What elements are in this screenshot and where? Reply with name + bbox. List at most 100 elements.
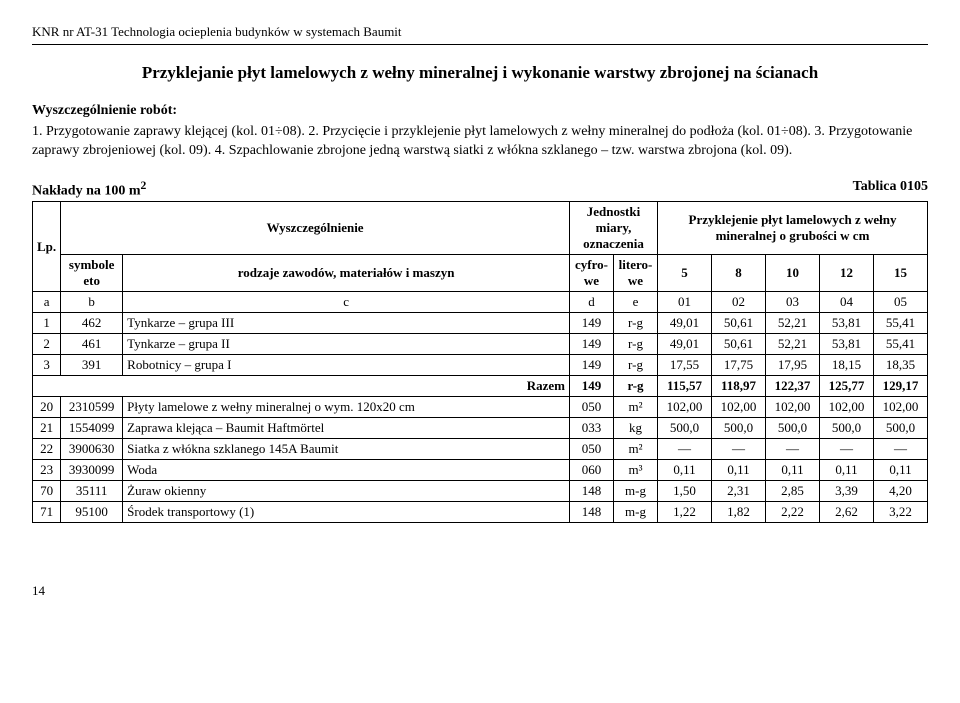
table-cell: 0,11 (820, 460, 874, 481)
table-row: 233930099Woda060m³0,110,110,110,110,11 (33, 460, 928, 481)
table-row: 223900630Siatka z włókna szklanego 145A … (33, 439, 928, 460)
table-cell: 102,00 (712, 397, 766, 418)
table-cell: 18,15 (820, 355, 874, 376)
letter-cell: 05 (874, 292, 928, 313)
table-cell: 2,62 (820, 502, 874, 523)
table-cell: — (820, 439, 874, 460)
table-cell: 500,0 (712, 418, 766, 439)
col-symbole: symbole eto (61, 255, 123, 292)
table-cell: r-g (614, 313, 658, 334)
table-cell: 53,81 (820, 313, 874, 334)
col-val: 15 (874, 255, 928, 292)
table-cell: Tynkarze – grupa III (123, 313, 570, 334)
table-row: 202310599Płyty lamelowe z wełny mineraln… (33, 397, 928, 418)
table-cell: — (766, 439, 820, 460)
table-cell: Płyty lamelowe z wełny mineralnej o wym.… (123, 397, 570, 418)
col-jednostki: Jednostki miary, oznaczenia (570, 202, 658, 255)
table-letter-row: a b c d e 01 02 03 04 05 (33, 292, 928, 313)
table-cell: m-g (614, 502, 658, 523)
table-cell: Robotnicy – grupa I (123, 355, 570, 376)
table-cell: 3900630 (61, 439, 123, 460)
table-cell: r-g (614, 334, 658, 355)
table-cell: 23 (33, 460, 61, 481)
letter-cell: b (61, 292, 123, 313)
table-cell: 102,00 (820, 397, 874, 418)
table-cell: 500,0 (766, 418, 820, 439)
table-cell: 500,0 (874, 418, 928, 439)
table-cell: 20 (33, 397, 61, 418)
table-cell: 1,82 (712, 502, 766, 523)
col-literowe: litero-we (614, 255, 658, 292)
col-val: 5 (658, 255, 712, 292)
table-cell: — (712, 439, 766, 460)
doc-header: KNR nr AT-31 Technologia ocieplenia budy… (32, 24, 928, 45)
table-cell: 050 (570, 439, 614, 460)
table-cell: 50,61 (712, 313, 766, 334)
table-cell: 50,61 (712, 334, 766, 355)
letter-cell: d (570, 292, 614, 313)
table-cell: 148 (570, 481, 614, 502)
razem-label: Razem (33, 376, 570, 397)
table-cell: r-g (614, 376, 658, 397)
col-wyszcz: Wyszczególnienie (61, 202, 570, 255)
table-cell: 1554099 (61, 418, 123, 439)
table-cell: 391 (61, 355, 123, 376)
table-cell: 22 (33, 439, 61, 460)
table-cell: Żuraw okienny (123, 481, 570, 502)
table-cell: 4,20 (874, 481, 928, 502)
table-cell: 17,75 (712, 355, 766, 376)
col-lp: Lp. (33, 202, 61, 292)
table-cell: 033 (570, 418, 614, 439)
table-cell: 129,17 (874, 376, 928, 397)
table-cell: 2,31 (712, 481, 766, 502)
col-rodzaje: rodzaje zawodów, materiałów i maszyn (123, 255, 570, 292)
table-cell: 55,41 (874, 313, 928, 334)
table-header-row: Lp. Wyszczególnienie Jednostki miary, oz… (33, 202, 928, 255)
table-cell: 52,21 (766, 334, 820, 355)
letter-cell: c (123, 292, 570, 313)
table-row: 211554099Zaprawa klejąca – Baumit Haftmö… (33, 418, 928, 439)
table-cell: 1,22 (658, 502, 712, 523)
table-cell: m² (614, 439, 658, 460)
table-cell: 2310599 (61, 397, 123, 418)
table-cell: 3,39 (820, 481, 874, 502)
data-table: Lp. Wyszczególnienie Jednostki miary, oz… (32, 201, 928, 523)
table-cell: 149 (570, 334, 614, 355)
table-cell: 35111 (61, 481, 123, 502)
table-cell: 149 (570, 313, 614, 334)
table-cell: 500,0 (658, 418, 712, 439)
table-cell: m-g (614, 481, 658, 502)
table-cell: 17,55 (658, 355, 712, 376)
table-cell: 122,37 (766, 376, 820, 397)
table-cell: Siatka z włókna szklanego 145A Baumit (123, 439, 570, 460)
table-cell: Zaprawa klejąca – Baumit Haftmörtel (123, 418, 570, 439)
table-cell: 102,00 (766, 397, 820, 418)
letter-cell: 04 (820, 292, 874, 313)
letter-cell: 03 (766, 292, 820, 313)
table-cell: m² (614, 397, 658, 418)
letter-cell: 01 (658, 292, 712, 313)
table-cell: 2,85 (766, 481, 820, 502)
table-cell: 71 (33, 502, 61, 523)
table-cell: 49,01 (658, 313, 712, 334)
table-row: 2461Tynkarze – grupa II149r-g49,0150,615… (33, 334, 928, 355)
table-cell: — (658, 439, 712, 460)
table-cell: 0,11 (874, 460, 928, 481)
table-cell: Tynkarze – grupa II (123, 334, 570, 355)
table-cell: Środek transportowy (1) (123, 502, 570, 523)
table-cell: 0,11 (766, 460, 820, 481)
col-group: Przyklejenie płyt lamelowych z wełny min… (658, 202, 928, 255)
table-row: 3391Robotnicy – grupa I149r-g17,5517,751… (33, 355, 928, 376)
table-cell: 118,97 (712, 376, 766, 397)
table-cell: 149 (570, 355, 614, 376)
table-cell: 462 (61, 313, 123, 334)
letter-cell: e (614, 292, 658, 313)
table-cell: 102,00 (874, 397, 928, 418)
table-cell: 500,0 (820, 418, 874, 439)
table-cell: 18,35 (874, 355, 928, 376)
table-cell: 17,95 (766, 355, 820, 376)
table-row: 7195100Środek transportowy (1)148m-g1,22… (33, 502, 928, 523)
page-title: Przyklejanie płyt lamelowych z wełny min… (32, 63, 928, 83)
table-cell: kg (614, 418, 658, 439)
table-row: 1462Tynkarze – grupa III149r-g49,0150,61… (33, 313, 928, 334)
